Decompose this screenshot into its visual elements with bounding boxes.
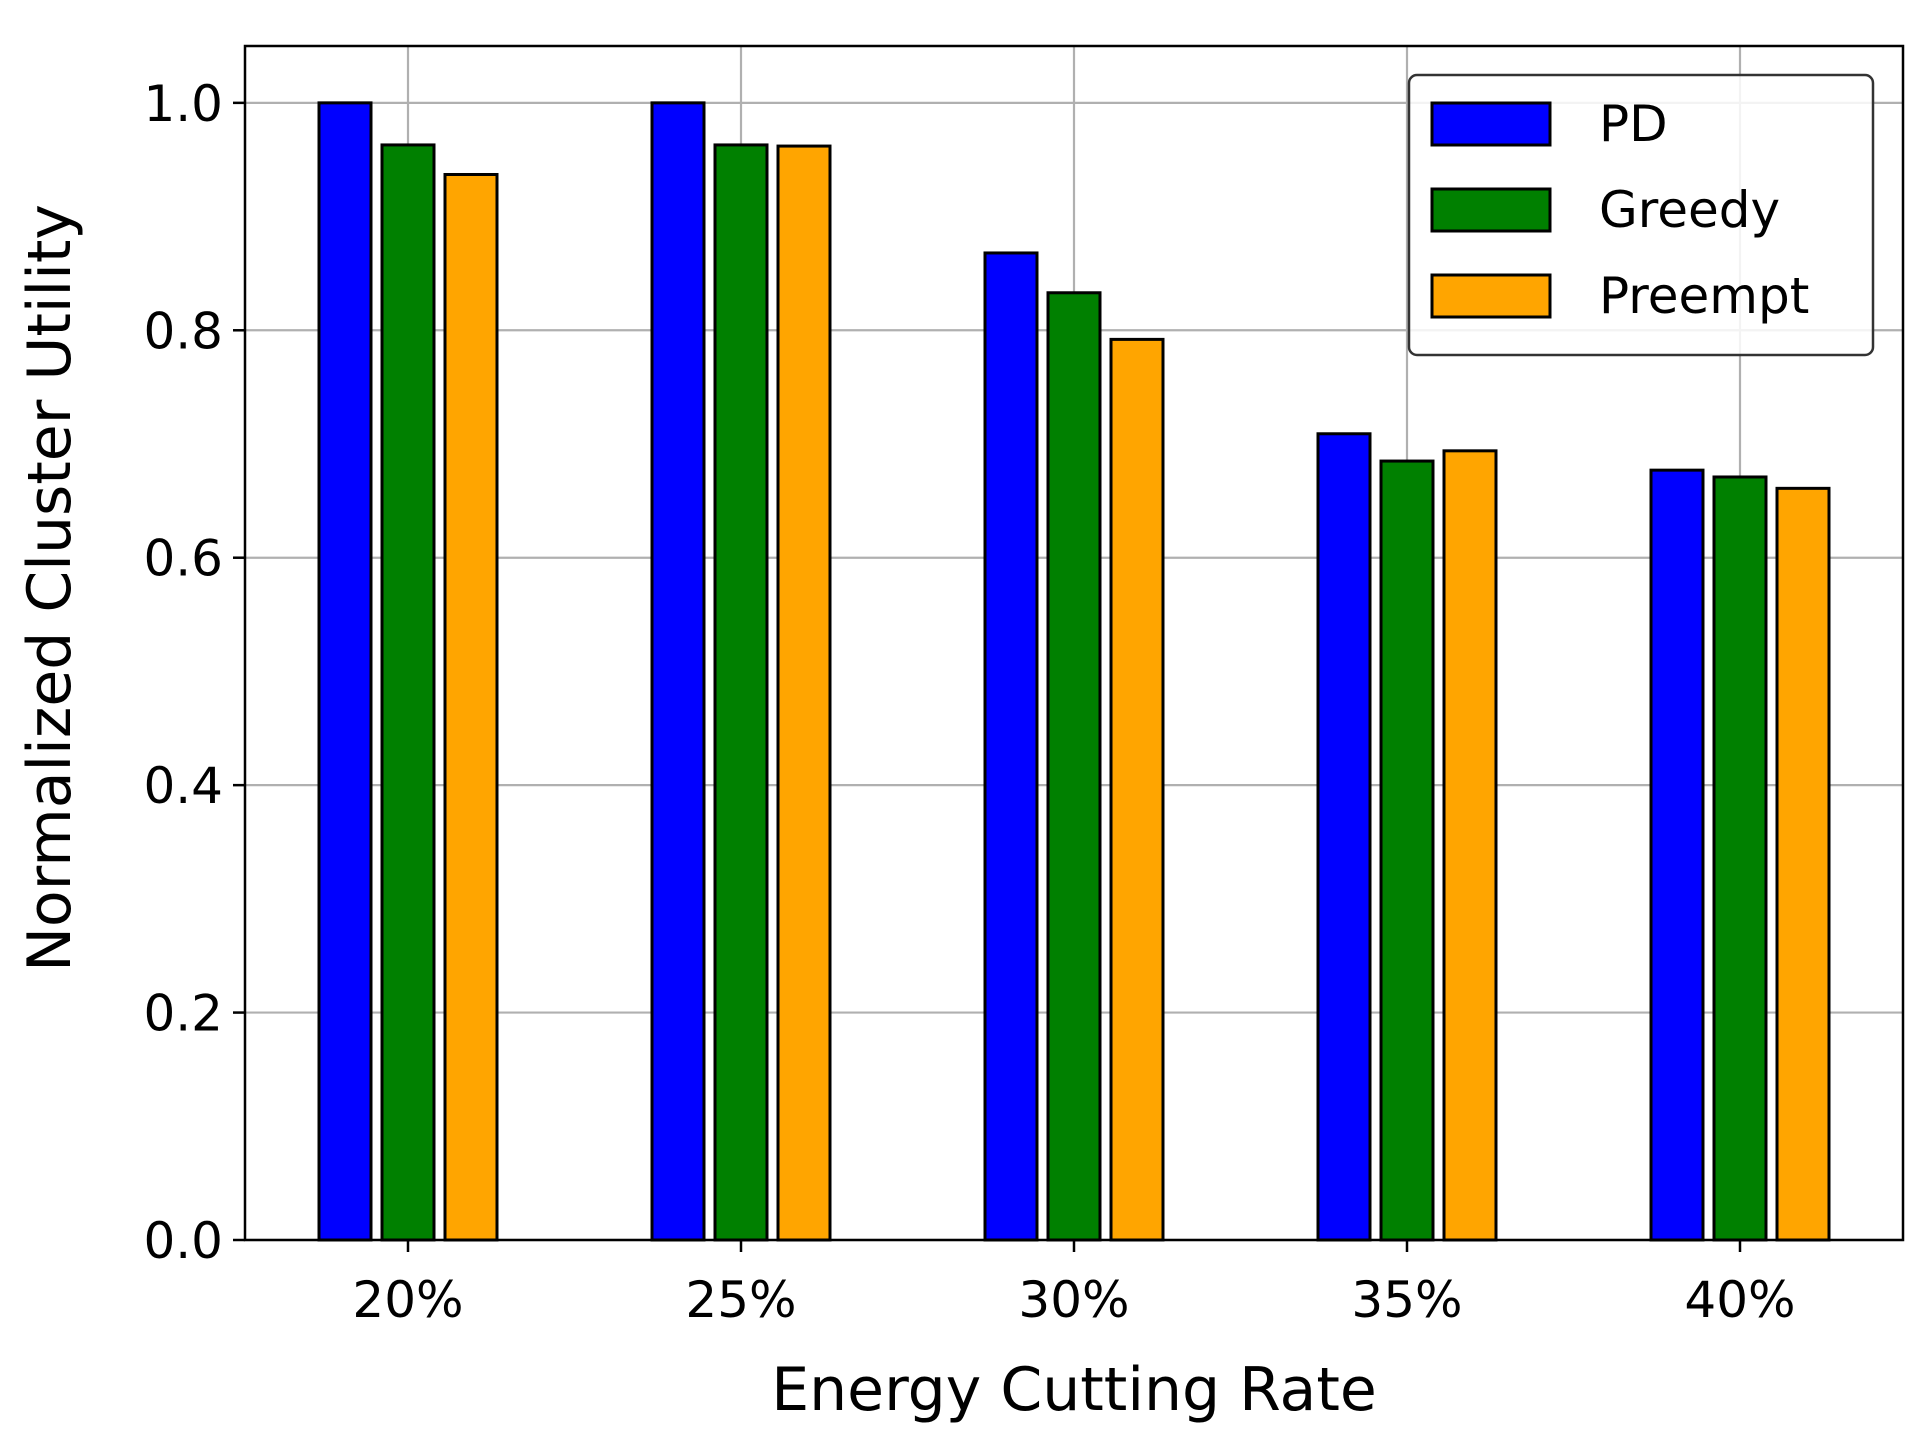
bar-pd-20pct <box>317 101 373 1242</box>
legend: PD Greedy Preempt <box>1407 73 1875 357</box>
bar-greedy-35pct <box>1379 459 1435 1242</box>
y-axis-label: Normalized Cluster Utility <box>15 204 85 972</box>
bar-greedy-20pct <box>380 143 436 1242</box>
bar-preempt-40pct <box>1775 486 1831 1242</box>
bar-greedy-25pct <box>713 143 769 1242</box>
legend-label-greedy: Greedy <box>1599 181 1780 239</box>
bar-preempt-35pct <box>1442 449 1498 1242</box>
legend-swatch-pd <box>1430 101 1552 147</box>
x-tick-label: 25% <box>685 1271 796 1329</box>
legend-label-preempt: Preempt <box>1599 267 1809 325</box>
bar-preempt-30pct <box>1109 337 1165 1242</box>
x-axis-ticks: 20% 25% 30% 35% 40% <box>352 1240 1796 1329</box>
bar-pd-30pct <box>983 251 1039 1242</box>
x-tick-label: 20% <box>352 1271 463 1329</box>
x-tick-label: 30% <box>1018 1271 1129 1329</box>
bar-pd-40pct <box>1649 468 1705 1242</box>
y-tick-label: 0.0 <box>143 1212 223 1270</box>
y-tick-label: 0.2 <box>143 985 223 1043</box>
y-tick-label: 0.8 <box>143 302 223 360</box>
legend-label-pd: PD <box>1599 95 1668 153</box>
bar-pd-35pct <box>1316 432 1372 1242</box>
x-tick-label: 35% <box>1351 1271 1462 1329</box>
legend-swatch-preempt <box>1430 273 1552 319</box>
bar-greedy-30pct <box>1046 291 1102 1242</box>
bar-preempt-20pct <box>443 172 499 1242</box>
y-tick-label: 1.0 <box>143 75 223 133</box>
y-axis-ticks: 0.0 0.2 0.4 0.6 0.8 1.0 <box>143 75 245 1270</box>
y-tick-label: 0.6 <box>143 530 223 588</box>
bar-greedy-40pct <box>1712 475 1768 1242</box>
x-axis-label: Energy Cutting Rate <box>771 1355 1377 1425</box>
x-tick-label: 40% <box>1684 1271 1795 1329</box>
legend-swatch-greedy <box>1430 187 1552 233</box>
bar-pd-25pct <box>650 101 706 1242</box>
y-tick-label: 0.4 <box>143 757 223 815</box>
bar-preempt-25pct <box>776 144 832 1242</box>
